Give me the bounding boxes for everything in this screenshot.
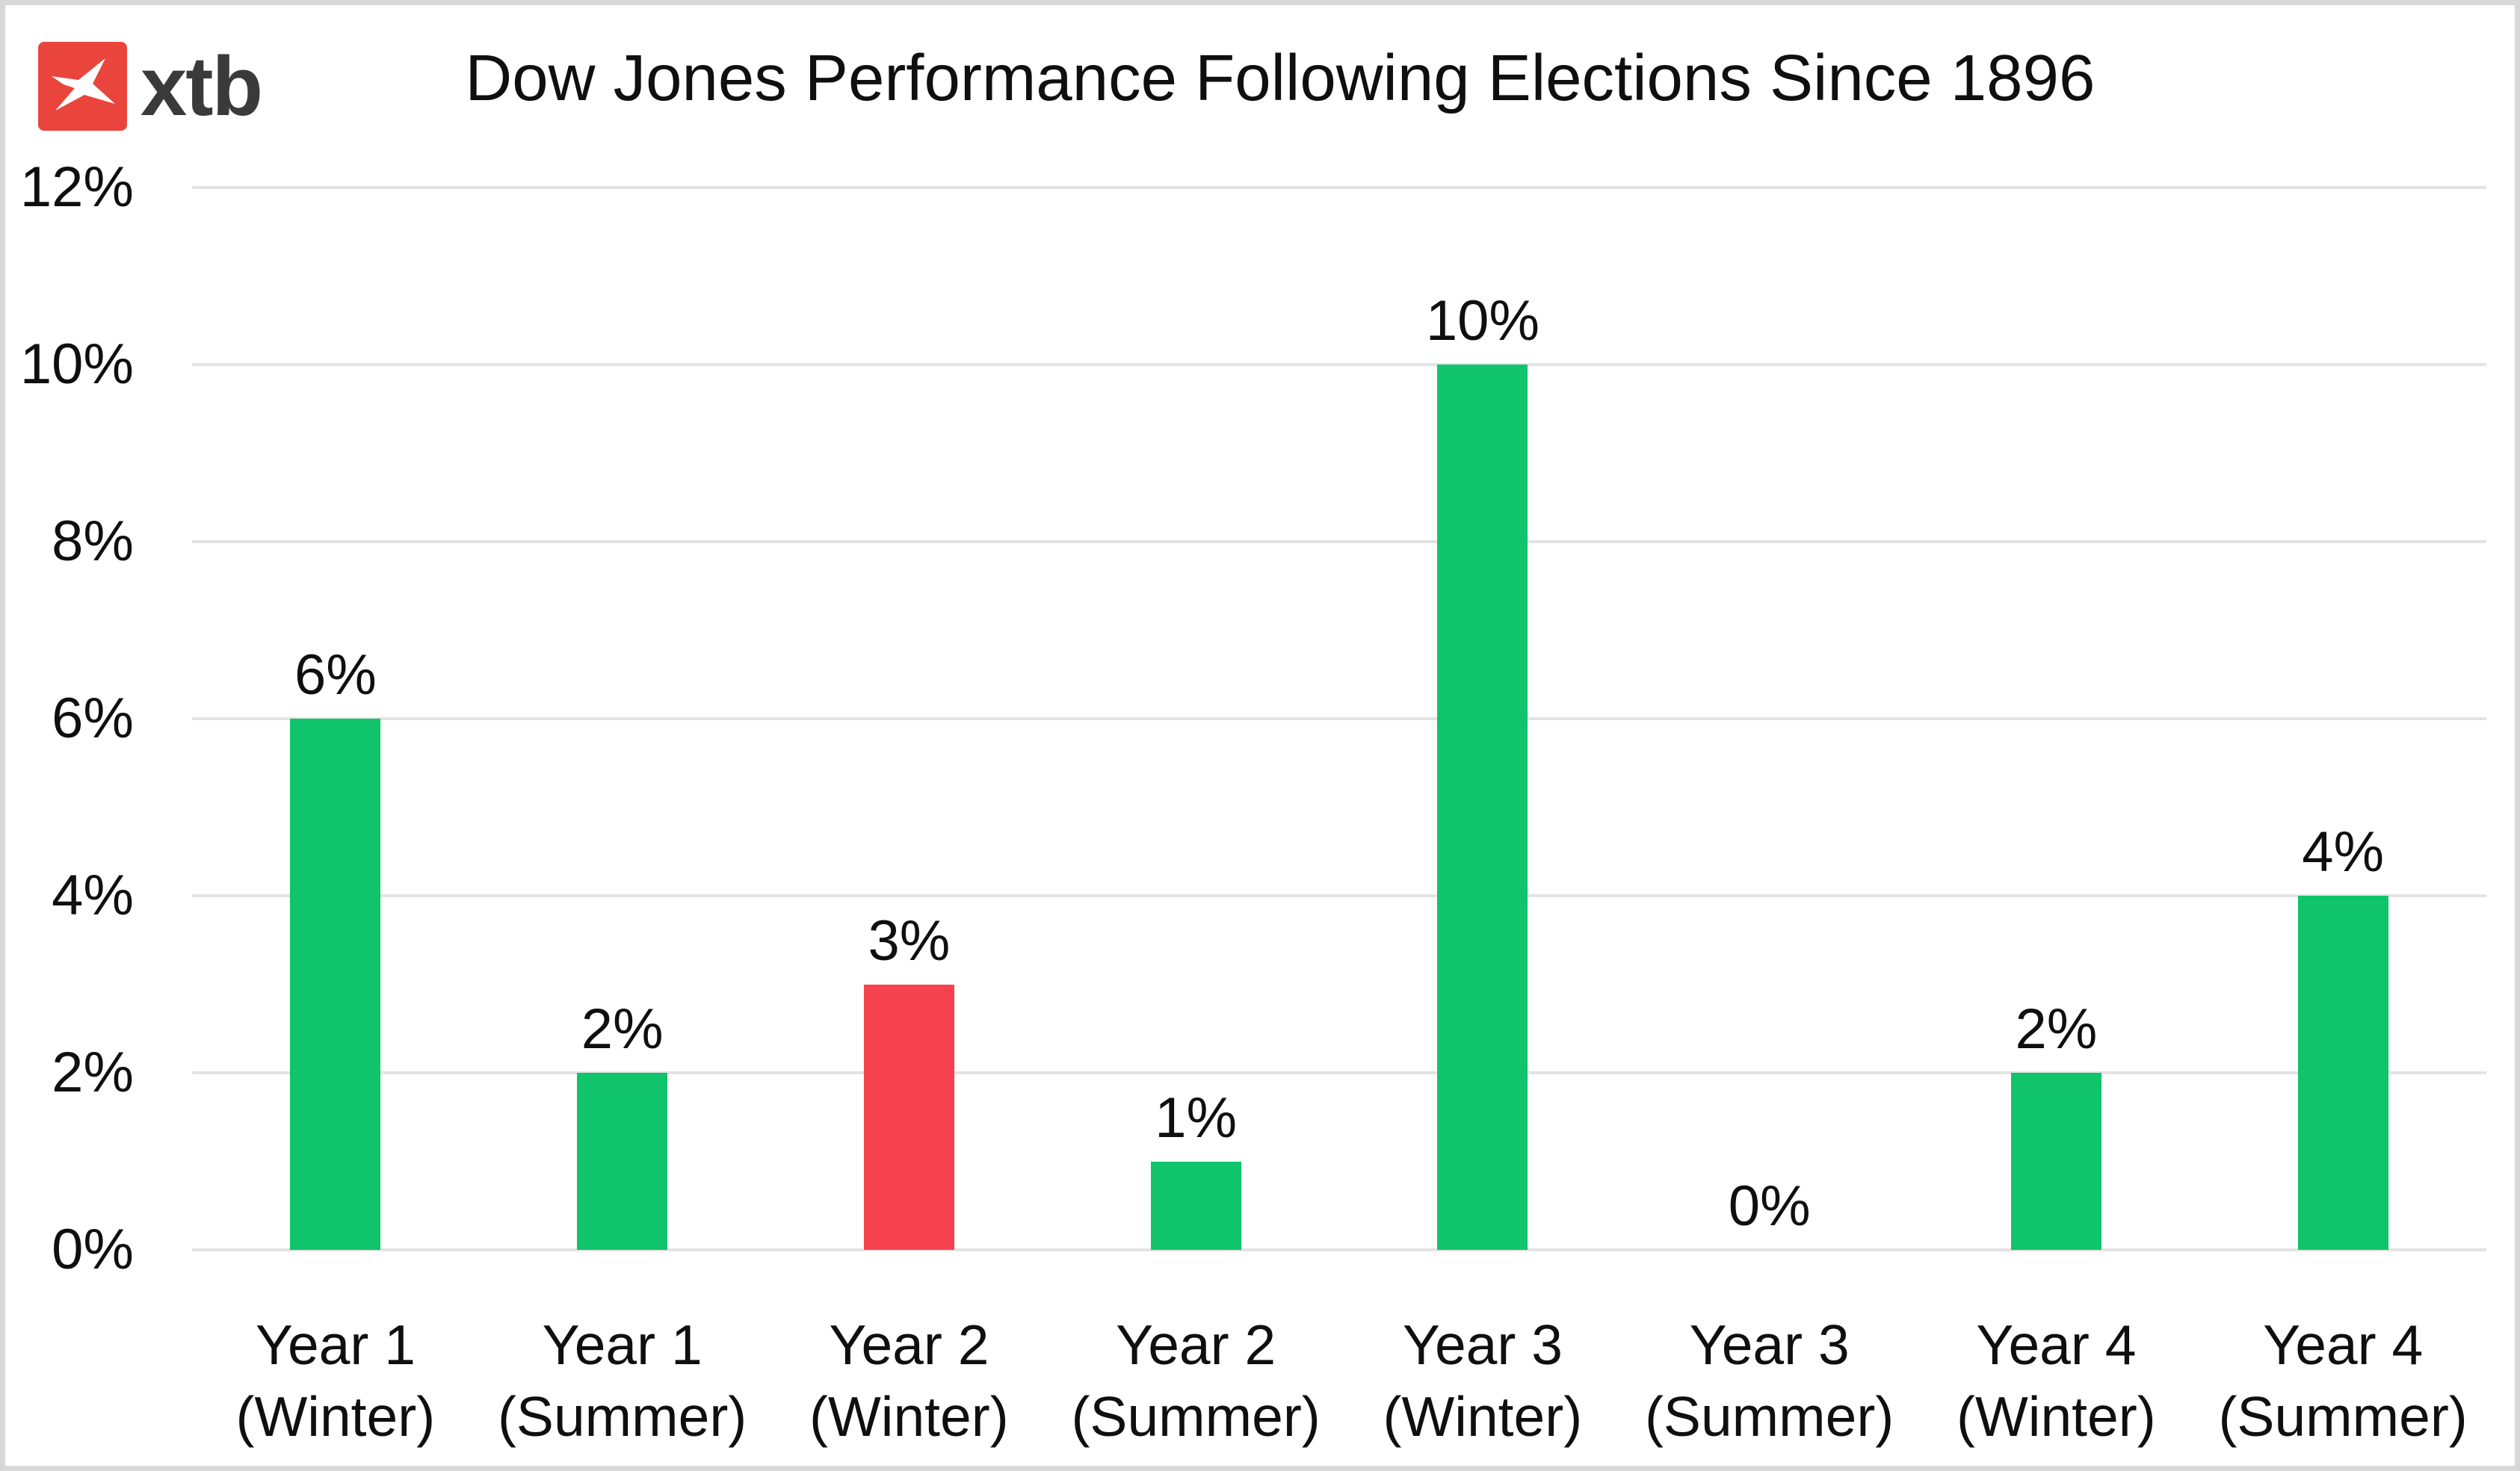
y-axis-tick-label: 10% xyxy=(19,332,134,396)
x-axis-label: Year 4 (Summer) xyxy=(2199,1309,2486,1452)
y-axis-tick-label: 0% xyxy=(52,1218,134,1281)
x-axis-label: Year 1 (Summer) xyxy=(479,1309,766,1452)
x-axis-label-line: (Winter) xyxy=(809,1385,1009,1448)
gridline xyxy=(192,363,2486,366)
gridline xyxy=(192,1071,2486,1074)
x-axis-label: Year 4 (Winter) xyxy=(1913,1309,2200,1452)
gridline xyxy=(192,540,2486,543)
bar xyxy=(1437,365,1528,1250)
gridline xyxy=(192,894,2486,897)
x-axis-label: Year 2 (Winter) xyxy=(766,1309,1053,1452)
y-axis-tick-label: 12% xyxy=(19,155,134,219)
xtb-logo: xtb xyxy=(38,40,263,133)
x-axis-label-line: Year 3 xyxy=(1689,1313,1850,1376)
xtb-x-star-icon xyxy=(38,42,127,131)
y-axis-tick-label: 6% xyxy=(52,687,134,750)
chart-title: Dow Jones Performance Following Election… xyxy=(465,42,2096,114)
xtb-logo-text: xtb xyxy=(140,40,263,133)
x-axis-label: Year 2 (Summer) xyxy=(1052,1309,1339,1452)
bar-data-label: 6% xyxy=(294,643,377,707)
gridline xyxy=(192,717,2486,720)
bar-data-label: 4% xyxy=(2302,820,2385,884)
x-axis-label: Year 3 (Winter) xyxy=(1339,1309,1626,1452)
bar-data-label: 2% xyxy=(581,997,664,1061)
x-axis-label: Year 3 (Summer) xyxy=(1626,1309,1913,1452)
y-axis-tick-label: 4% xyxy=(52,864,134,927)
x-axis-label-line: (Summer) xyxy=(497,1385,747,1448)
bar xyxy=(1150,1161,1241,1250)
x-axis-label-line: Year 1 xyxy=(255,1313,416,1376)
x-axis-label-line: Year 1 xyxy=(542,1313,702,1376)
x-axis-label-line: Year 4 xyxy=(1976,1313,2137,1376)
x-axis-label-line: (Winter) xyxy=(1957,1385,2156,1448)
y-axis-tick-label: 8% xyxy=(52,510,134,573)
y-axis-tick-label: 2% xyxy=(52,1041,134,1104)
x-axis-label-line: Year 4 xyxy=(2263,1313,2424,1376)
bar-data-label: 0% xyxy=(1728,1174,1811,1238)
bar xyxy=(577,1073,668,1250)
bar-data-label: 2% xyxy=(2015,997,2098,1061)
x-axis-label-line: Year 3 xyxy=(1402,1313,1563,1376)
x-axis-label-line: (Summer) xyxy=(1071,1385,1321,1448)
bar xyxy=(863,984,954,1250)
bar xyxy=(2297,896,2388,1250)
gridline xyxy=(192,186,2486,189)
x-axis-label-line: Year 2 xyxy=(829,1313,989,1376)
x-axis-label-line: (Winter) xyxy=(235,1385,436,1448)
x-axis-label-line: (Winter) xyxy=(1383,1385,1583,1448)
gridline xyxy=(192,1248,2486,1251)
bar-data-label: 1% xyxy=(1155,1086,1238,1150)
x-axis-label-line: (Summer) xyxy=(1644,1385,1894,1448)
bar xyxy=(2010,1073,2101,1250)
x-axis-label: Year 1 (Winter) xyxy=(192,1309,479,1452)
x-axis-label-line: (Summer) xyxy=(2218,1385,2468,1448)
bar-data-label: 3% xyxy=(868,908,951,973)
bar-data-label: 10% xyxy=(1425,289,1540,353)
bar xyxy=(290,719,381,1250)
bar-chart: 12% 10% 8% 6% 4% 2% 0% 6% Year 1 (Winter) 2% Year 1… xyxy=(5,5,2515,1466)
x-axis-label-line: Year 2 xyxy=(1116,1313,1276,1376)
